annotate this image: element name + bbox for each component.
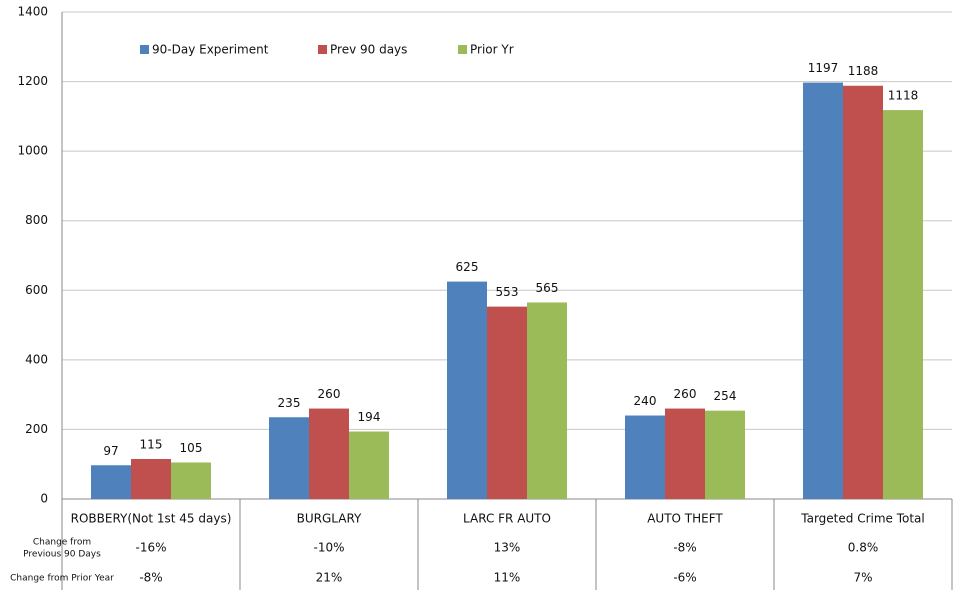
value-label: 105: [180, 441, 203, 455]
bar: [131, 458, 171, 499]
table-cell: 11%: [494, 571, 521, 585]
table-row-label: Change from Prior Year: [10, 574, 114, 584]
x-tick-label: LARC FR AUTO: [463, 512, 551, 526]
table-cell: -6%: [673, 571, 696, 585]
y-tick-label: 1200: [17, 74, 48, 88]
table-cell: -16%: [135, 541, 166, 555]
value-label: 235: [278, 396, 301, 410]
bar: [269, 417, 309, 499]
value-label: 1188: [848, 64, 879, 78]
y-tick-label: 1400: [17, 5, 48, 19]
y-tick-label: 400: [25, 352, 48, 366]
y-tick-label: 800: [25, 213, 48, 227]
x-tick-label: Targeted Crime Total: [800, 512, 925, 526]
legend-swatch: [458, 45, 467, 54]
table-cell: 21%: [316, 571, 343, 585]
value-label: 115: [140, 437, 163, 451]
bar: [625, 415, 665, 499]
legend-label: 90-Day Experiment: [152, 43, 269, 57]
x-tick-label: BURGLARY: [297, 512, 362, 526]
table-cell: 0.8%: [848, 541, 879, 555]
bar: [803, 82, 843, 500]
table-cell: -8%: [139, 571, 162, 585]
legend-label: Prior Yr: [470, 43, 514, 57]
value-label: 565: [536, 281, 559, 295]
value-label: 1197: [808, 61, 839, 75]
value-label: 254: [714, 389, 737, 403]
value-label: 260: [318, 387, 341, 401]
table-cell: -8%: [673, 541, 696, 555]
table-row-label: Previous 90 Days: [23, 550, 101, 560]
bar: [447, 281, 487, 499]
value-label: 240: [634, 394, 657, 408]
bar: [91, 465, 131, 499]
bar: [883, 110, 923, 500]
x-tick-label: ROBBERY(Not 1st 45 days): [71, 512, 232, 526]
bar: [349, 431, 389, 499]
value-label: 553: [496, 285, 519, 299]
bar: [665, 408, 705, 499]
bar: [309, 408, 349, 499]
legend-label: Prev 90 days: [330, 43, 407, 57]
bar: [843, 85, 883, 499]
table-row-label: Change from: [33, 538, 91, 548]
y-tick-label: 0: [40, 492, 48, 506]
table-cell: -10%: [313, 541, 344, 555]
y-tick-label: 200: [25, 422, 48, 436]
y-tick-label: 600: [25, 283, 48, 297]
bar: [705, 410, 745, 499]
legend-swatch: [318, 45, 327, 54]
bar: [527, 302, 567, 499]
bar: [487, 306, 527, 499]
legend-swatch: [140, 45, 149, 54]
bar: [171, 462, 211, 499]
value-label: 97: [103, 444, 118, 458]
table-cell: 13%: [494, 541, 521, 555]
x-tick-label: AUTO THEFT: [647, 512, 723, 526]
table-cell: 7%: [853, 571, 872, 585]
y-tick-label: 1000: [17, 144, 48, 158]
value-label: 260: [674, 387, 697, 401]
value-label: 625: [456, 260, 479, 274]
value-label: 194: [358, 410, 381, 424]
value-label: 1118: [888, 89, 919, 103]
